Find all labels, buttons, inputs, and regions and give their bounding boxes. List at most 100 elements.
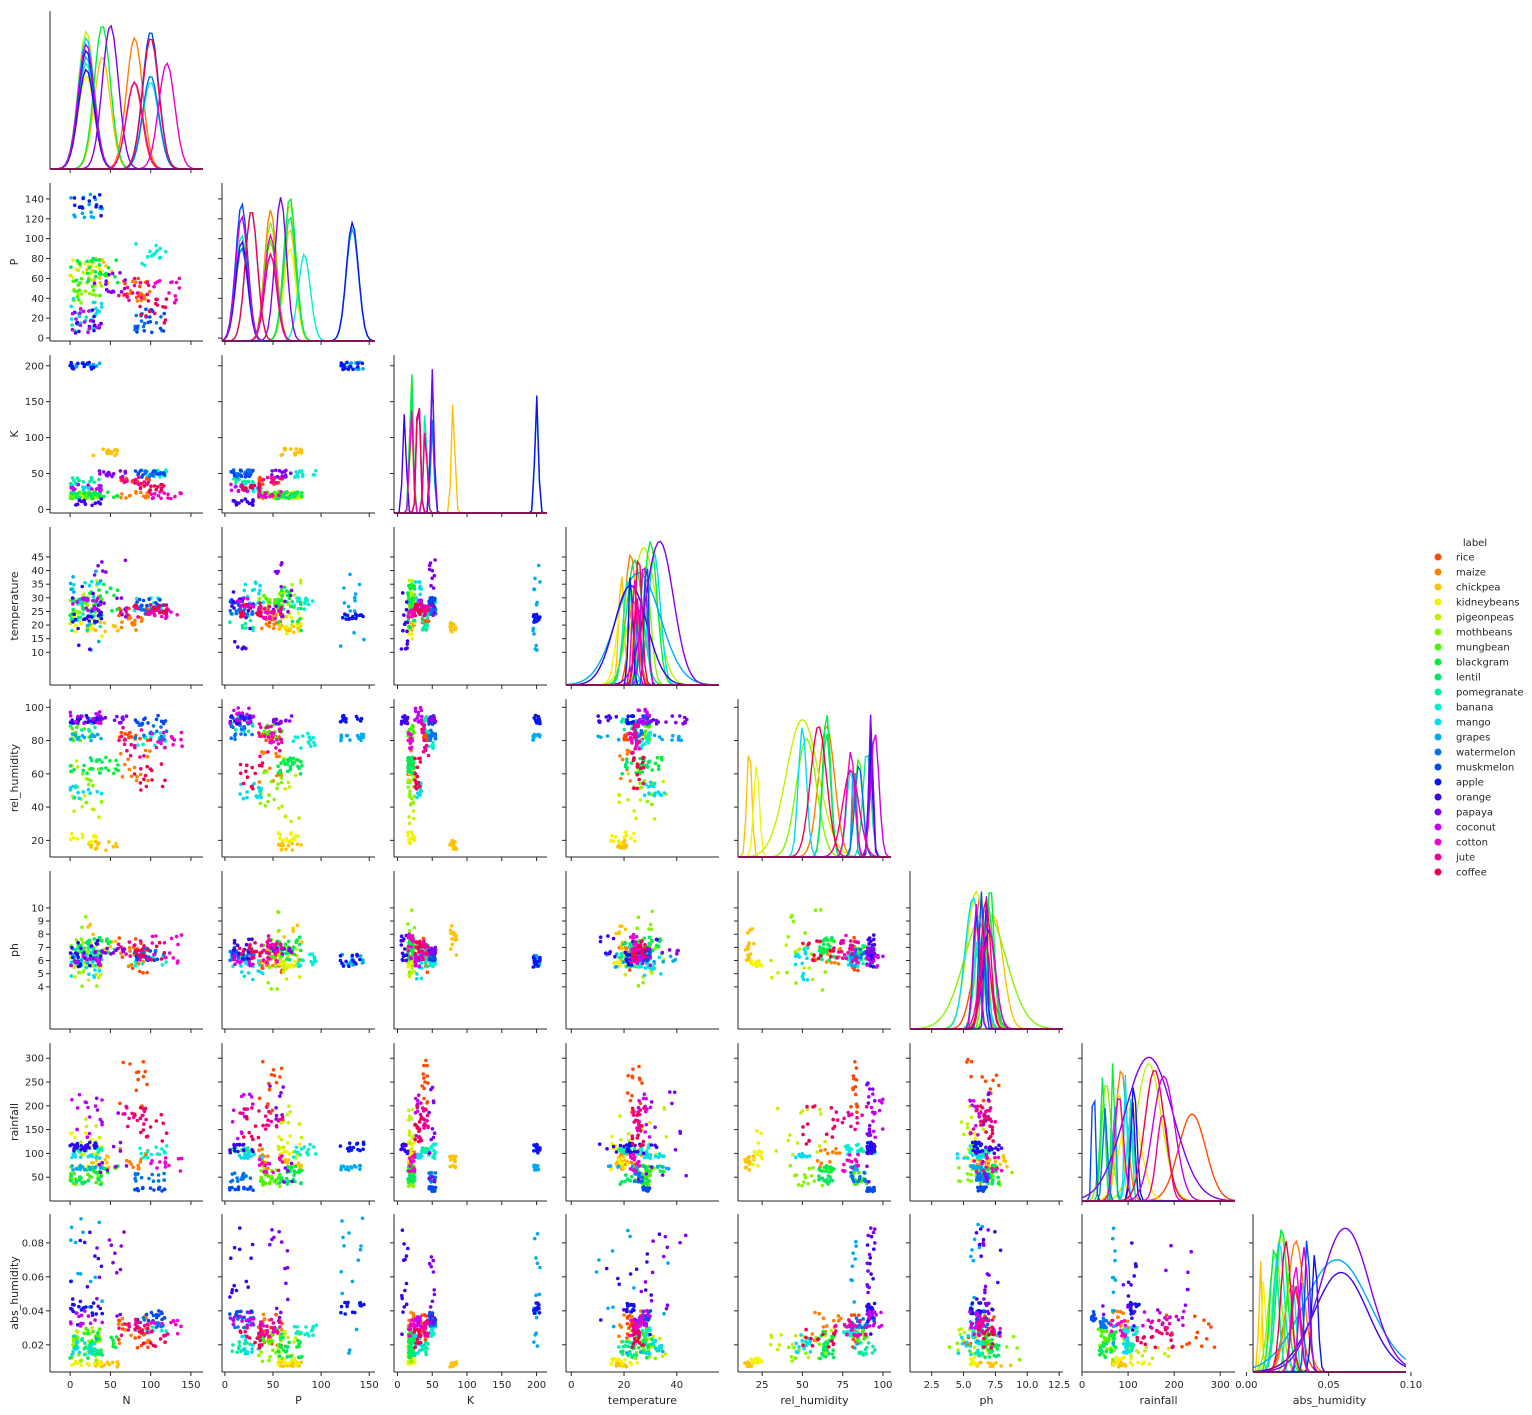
point-lentil (298, 600, 303, 605)
point-mothbeans (264, 769, 269, 773)
point-pomegranate (619, 952, 624, 956)
point-orange (597, 719, 601, 723)
point-cotton (173, 294, 178, 298)
point-kidneybeans (75, 837, 79, 841)
point-muskmelon (153, 469, 157, 474)
point-mango (76, 790, 80, 795)
point-chickpea (98, 281, 102, 285)
point-jute (278, 609, 283, 614)
point-cotton (280, 740, 284, 745)
point-apple (537, 716, 541, 721)
point-papaya (660, 950, 665, 955)
point-mango (256, 785, 261, 790)
point-mungbean (90, 284, 95, 289)
point-mango (801, 977, 806, 982)
point-mothbeans (277, 928, 281, 933)
point-grapes (657, 735, 662, 739)
point-pomegranate (233, 728, 238, 732)
point-lentil (85, 259, 89, 264)
point-kidneybeans (754, 960, 759, 964)
point-cotton (173, 494, 177, 499)
point-jute (122, 742, 127, 747)
point-mango (245, 790, 249, 794)
point-banana (158, 246, 162, 251)
point-cotton (179, 491, 183, 496)
point-kidneybeans (292, 837, 297, 842)
point-cotton (153, 492, 157, 496)
point-pigeonpeas (796, 948, 801, 952)
point-rice (117, 936, 122, 940)
point-coffee (417, 949, 422, 954)
point-mothbeans (645, 799, 650, 804)
point-lentil (91, 257, 96, 262)
point-mothbeans (263, 803, 268, 808)
point-coconut (89, 957, 93, 961)
point-mothbeans (262, 770, 266, 775)
point-jute (422, 726, 426, 731)
point-papaya (119, 596, 124, 600)
point-pomegranate (79, 728, 84, 732)
point-rice (134, 295, 139, 300)
point-kidneybeans (71, 258, 75, 263)
point-banana (312, 473, 317, 477)
point-mango (69, 974, 73, 978)
point-mango (803, 951, 808, 956)
point-muskmelon (161, 471, 166, 475)
point-chickpea (614, 931, 618, 936)
point-pigeonpeas (408, 589, 413, 594)
point-coconut (873, 954, 877, 959)
point-lentil (68, 764, 73, 768)
point-cotton (629, 960, 633, 965)
panel-temperature-vs-temperature (562, 527, 720, 689)
point-coconut (413, 959, 417, 964)
point-pomegranate (425, 615, 430, 619)
point-mungbean (267, 729, 271, 734)
point-banana (164, 468, 168, 473)
point-watermelon (429, 728, 433, 733)
point-cotton (629, 935, 633, 939)
point-pomegranate (81, 480, 86, 484)
point-jute (132, 276, 137, 281)
point-muskmelon (145, 603, 149, 608)
point-rice (119, 730, 124, 735)
point-blackgram (410, 586, 415, 590)
point-coffee (148, 603, 153, 607)
point-kidneybeans (754, 964, 759, 969)
point-rice (123, 732, 127, 736)
point-coffee (413, 952, 418, 956)
point-chickpea (101, 447, 105, 452)
point-orange (70, 718, 74, 722)
point-blackgram (88, 591, 92, 596)
point-banana (164, 249, 168, 254)
point-lentil (290, 600, 295, 604)
point-coconut (418, 705, 423, 710)
point-mango (257, 794, 262, 798)
point-coffee (142, 484, 147, 488)
panel-rel_humidity-vs-rel_humidity (734, 699, 892, 861)
point-lentil (74, 495, 79, 500)
point-pigeonpeas (652, 817, 657, 821)
point-coffee (162, 321, 167, 325)
point-mango (242, 588, 246, 593)
point-blackgram (299, 494, 304, 499)
point-blackgram (105, 937, 109, 941)
point-muskmelon (133, 469, 138, 473)
point-pomegranate (420, 619, 425, 624)
point-jute (133, 480, 137, 485)
point-watermelon (141, 608, 146, 612)
point-mothbeans (820, 988, 825, 992)
point-jute (145, 281, 150, 285)
point-chickpea (295, 842, 300, 846)
point-cotton (265, 960, 269, 965)
point-orange (75, 321, 79, 326)
point-papaya (280, 470, 284, 475)
point-grapes (668, 954, 673, 959)
point-grapes (537, 734, 542, 739)
point-rice (625, 738, 630, 742)
point-mothbeans (269, 987, 274, 991)
point-coconut (419, 718, 424, 722)
point-watermelon (858, 947, 862, 952)
point-pigeonpeas (95, 579, 99, 583)
point-orange (85, 716, 90, 720)
point-chickpea (95, 842, 100, 846)
